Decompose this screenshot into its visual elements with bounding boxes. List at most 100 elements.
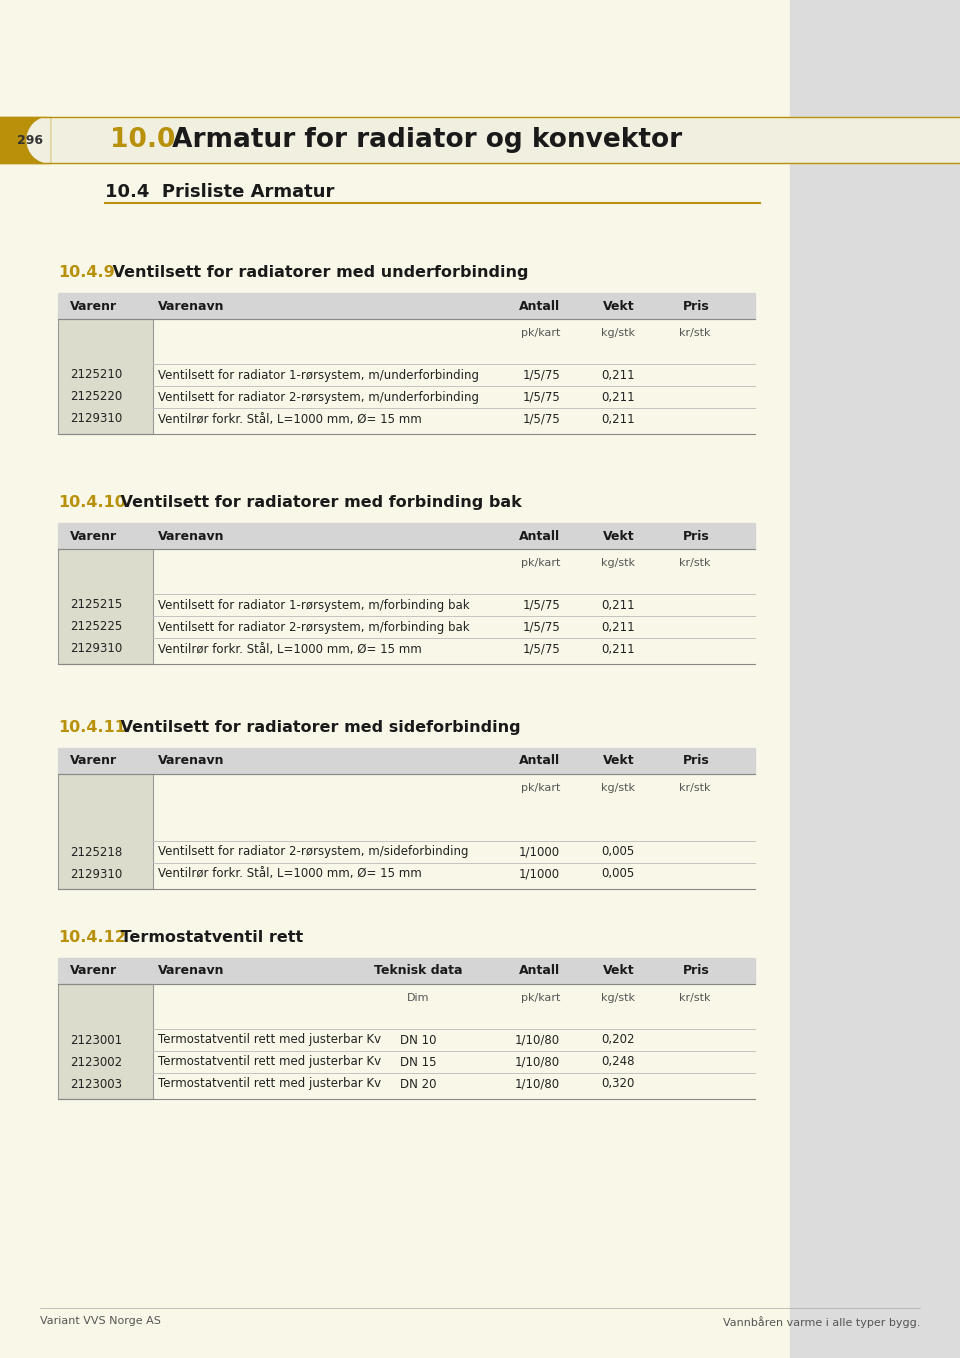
Bar [58,523,755,549]
Text: Vannbåren varme i alle typer bygg.: Vannbåren varme i alle typer bygg. [723,1316,920,1328]
Text: 1/5/75: 1/5/75 [522,413,560,425]
Text: DN 20: DN 20 [399,1077,436,1090]
Text: 2125225: 2125225 [70,621,122,633]
Text: Ventilsett for radiatorer med forbinding bak: Ventilsett for radiatorer med forbinding… [115,496,522,511]
Text: 1/1000: 1/1000 [518,868,560,880]
Text: DN 15: DN 15 [399,1055,436,1069]
Text: Dim: Dim [407,993,429,1004]
Text: kr/stk: kr/stk [679,784,710,793]
Text: kr/stk: kr/stk [679,329,710,338]
Text: Varenavn: Varenavn [158,530,225,542]
Text: Varenr: Varenr [70,755,117,767]
Text: Ventilrør forkr. Stål, L=1000 mm, Ø= 15 mm: Ventilrør forkr. Stål, L=1000 mm, Ø= 15 … [158,642,421,656]
Text: Ventilsett for radiatorer med sideforbinding: Ventilsett for radiatorer med sideforbin… [115,720,521,735]
Text: Ventilsett for radiatorer med underforbinding: Ventilsett for radiatorer med underforbi… [108,265,529,280]
Text: pk/kart: pk/kart [520,558,560,568]
Bar [0,117,50,163]
Text: 1/5/75: 1/5/75 [522,642,560,656]
Text: 10.4.11: 10.4.11 [58,720,126,735]
Text: Armatur for radiator og konvektor: Armatur for radiator og konvektor [163,128,683,153]
Text: 1/10/80: 1/10/80 [515,1055,560,1069]
Text: 2125218: 2125218 [70,846,122,858]
Text: 2129310: 2129310 [70,642,122,656]
Text: 1/5/75: 1/5/75 [522,621,560,633]
Bar [58,985,153,1099]
Text: kr/stk: kr/stk [679,558,710,568]
Text: pk/kart: pk/kart [520,993,560,1004]
Text: Varenr: Varenr [70,530,117,542]
Text: Termostatventil rett med justerbar Kv: Termostatventil rett med justerbar Kv [158,1055,381,1069]
Text: 0,211: 0,211 [601,621,635,633]
Text: 2129310: 2129310 [70,868,122,880]
Text: 2123002: 2123002 [70,1055,122,1069]
Text: Varenavn: Varenavn [158,964,225,978]
Text: Pris: Pris [684,530,710,542]
Text: 1/1000: 1/1000 [518,846,560,858]
Text: 10.0: 10.0 [110,128,176,153]
Text: Pris: Pris [684,755,710,767]
Text: Pris: Pris [684,964,710,978]
Text: Pris: Pris [684,300,710,312]
Text: 2123001: 2123001 [70,1033,122,1047]
Text: Varenavn: Varenavn [158,755,225,767]
Text: 0,005: 0,005 [602,846,635,858]
Text: 0,005: 0,005 [602,868,635,880]
Text: Antall: Antall [518,530,560,542]
Bar [58,748,755,774]
Text: 1/5/75: 1/5/75 [522,368,560,382]
Text: 2125215: 2125215 [70,599,122,611]
Text: Vekt: Vekt [604,300,635,312]
Text: Termostatventil rett med justerbar Kv: Termostatventil rett med justerbar Kv [158,1077,381,1090]
Text: Vekt: Vekt [604,530,635,542]
Bar [0,117,960,163]
Text: 10.4.9: 10.4.9 [58,265,115,280]
Text: Teknisk data: Teknisk data [373,964,463,978]
Text: 0,211: 0,211 [601,368,635,382]
Text: 0,211: 0,211 [601,642,635,656]
Text: 1/10/80: 1/10/80 [515,1033,560,1047]
Text: Vekt: Vekt [604,755,635,767]
Text: Termostatventil rett: Termostatventil rett [115,930,303,945]
Text: kg/stk: kg/stk [601,784,635,793]
Text: 1/10/80: 1/10/80 [515,1077,560,1090]
Text: 296: 296 [17,133,43,147]
Text: Vekt: Vekt [604,964,635,978]
Text: 0,211: 0,211 [601,413,635,425]
Text: DN 10: DN 10 [399,1033,436,1047]
Text: Ventilrør forkr. Stål, L=1000 mm, Ø= 15 mm: Ventilrør forkr. Stål, L=1000 mm, Ø= 15 … [158,413,421,425]
Text: Ventilsett for radiator 1-rørsystem, m/forbinding bak: Ventilsett for radiator 1-rørsystem, m/f… [158,599,469,611]
Text: Ventilrør forkr. Stål, L=1000 mm, Ø= 15 mm: Ventilrør forkr. Stål, L=1000 mm, Ø= 15 … [158,868,421,880]
Text: Ventilsett for radiator 2-rørsystem, m/forbinding bak: Ventilsett for radiator 2-rørsystem, m/f… [158,621,469,633]
Bar [58,774,153,889]
Text: Ventilsett for radiator 2-rørsystem, m/underforbinding: Ventilsett for radiator 2-rørsystem, m/u… [158,391,479,403]
Text: Ventilsett for radiator 2-rørsystem, m/sideforbinding: Ventilsett for radiator 2-rørsystem, m/s… [158,846,468,858]
Text: Termostatventil rett med justerbar Kv: Termostatventil rett med justerbar Kv [158,1033,381,1047]
Text: 2125210: 2125210 [70,368,122,382]
Bar [58,293,755,319]
Text: 0,211: 0,211 [601,391,635,403]
Text: 2123003: 2123003 [70,1077,122,1090]
Text: 0,202: 0,202 [602,1033,635,1047]
Wedge shape [27,117,50,163]
Text: Ventilsett for radiator 1-rørsystem, m/underforbinding: Ventilsett for radiator 1-rørsystem, m/u… [158,368,479,382]
Text: pk/kart: pk/kart [520,784,560,793]
Bar [790,0,960,1358]
Text: 10.4.12: 10.4.12 [58,930,126,945]
Text: Varenr: Varenr [70,300,117,312]
Text: kg/stk: kg/stk [601,993,635,1004]
Text: Antall: Antall [518,300,560,312]
Bar [58,319,153,435]
Text: pk/kart: pk/kart [520,329,560,338]
Bar [58,549,153,664]
Text: kg/stk: kg/stk [601,558,635,568]
Text: Varenr: Varenr [70,964,117,978]
Text: 2125220: 2125220 [70,391,122,403]
Bar [58,957,755,985]
Text: Variant VVS Norge AS: Variant VVS Norge AS [40,1316,161,1325]
Text: Antall: Antall [518,964,560,978]
Text: 0,320: 0,320 [602,1077,635,1090]
Text: 10.4  Prisliste Armatur: 10.4 Prisliste Armatur [105,183,334,201]
Text: 0,248: 0,248 [602,1055,635,1069]
Text: 1/5/75: 1/5/75 [522,391,560,403]
Text: 2129310: 2129310 [70,413,122,425]
